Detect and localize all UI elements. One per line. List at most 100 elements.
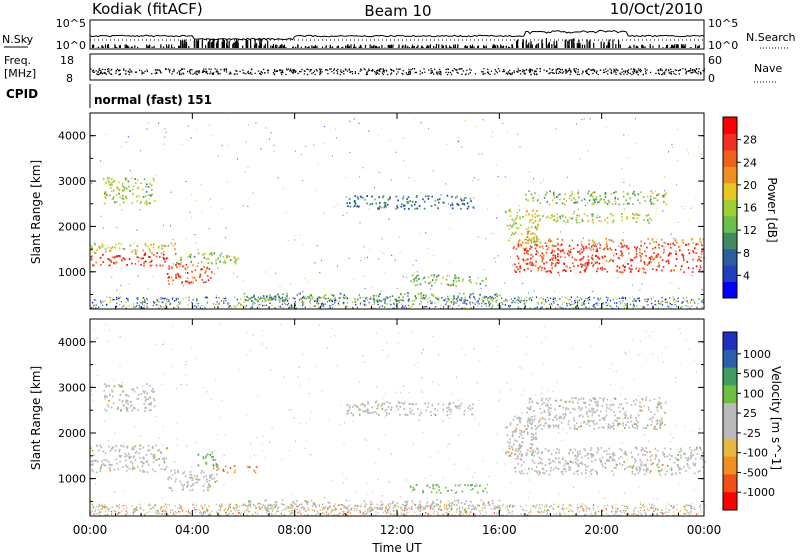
- echo-speck: [359, 511, 361, 514]
- echo-speck: [491, 302, 493, 304]
- echo-speck: [430, 302, 432, 305]
- echo-cell: [532, 232, 534, 235]
- noise-bar: [630, 46, 632, 48]
- echo-cell: [389, 197, 391, 200]
- echo-cell: [611, 221, 614, 224]
- echo-cell: [157, 246, 160, 249]
- echo-speck: [588, 508, 591, 510]
- echo-cell: [557, 271, 560, 274]
- echo-speck: [137, 509, 139, 511]
- echo-speck: [222, 297, 224, 299]
- echo-cell: [573, 198, 576, 201]
- echo-speck: [255, 507, 257, 509]
- echo-cell: [598, 242, 601, 244]
- echo-speck: [218, 296, 220, 299]
- echo-cell: [596, 261, 598, 264]
- echo-cell: [598, 220, 600, 222]
- echo-speck: [268, 510, 270, 513]
- freq-point: [245, 73, 247, 75]
- echo-speck: [506, 299, 508, 301]
- echo-cell: [132, 192, 134, 195]
- freq-point: [183, 73, 185, 75]
- echo-speck: [443, 276, 445, 278]
- echo-speck: [234, 305, 236, 308]
- echo-speck: [577, 506, 579, 509]
- echo-speck: [655, 208, 657, 210]
- echo-cell: [686, 260, 689, 263]
- echo-speck: [701, 300, 703, 303]
- freq-point: [633, 71, 636, 73]
- echo-cell: [244, 298, 247, 301]
- freq-point: [575, 71, 577, 74]
- echo-speck: [349, 120, 351, 123]
- echo-speck: [317, 304, 319, 306]
- echo-cell: [553, 196, 556, 199]
- echo-speck: [481, 153, 483, 155]
- freq-point: [173, 70, 175, 72]
- echo-speck: [435, 297, 437, 299]
- echo-speck: [646, 298, 648, 300]
- echo-speck: [524, 298, 526, 301]
- echo-speck: [271, 510, 273, 512]
- echo-cell: [534, 192, 536, 195]
- echo-cell: [110, 182, 112, 185]
- freq-point: [273, 69, 276, 71]
- echo-cell: [614, 196, 617, 199]
- echo-cell: [627, 247, 630, 250]
- echo-speck: [582, 301, 584, 304]
- echo-speck: [405, 277, 407, 279]
- echo-cell: [91, 247, 94, 249]
- echo-speck: [491, 232, 493, 234]
- echo-cell: [508, 228, 511, 230]
- echo-speck: [668, 305, 670, 308]
- echo-speck: [570, 298, 572, 301]
- echo-cell: [436, 298, 439, 300]
- echo-speck: [98, 511, 100, 514]
- echo-speck: [607, 303, 610, 305]
- echo-speck: [181, 507, 183, 510]
- freq-point: [456, 71, 458, 73]
- freq-point: [450, 73, 453, 76]
- echo-cell: [525, 259, 527, 261]
- echo-speck: [308, 281, 310, 283]
- echo-speck: [491, 135, 492, 137]
- freq-point: [307, 68, 309, 71]
- echo-cell: [492, 296, 494, 299]
- echo-cell: [532, 240, 535, 243]
- echo-cell: [105, 191, 107, 194]
- noise-bar: [377, 47, 379, 48]
- echo-cell: [377, 208, 379, 210]
- echo-cell: [576, 244, 579, 247]
- freq-point: [319, 72, 321, 74]
- echo-cell: [523, 238, 526, 241]
- echo-speck: [531, 242, 533, 244]
- echo-speck: [290, 306, 292, 308]
- echo-cell: [174, 253, 177, 255]
- echo-speck: [204, 307, 206, 310]
- freq-point: [316, 70, 318, 72]
- echo-speck: [126, 512, 128, 514]
- echo-speck: [578, 299, 580, 302]
- echo-speck: [508, 306, 511, 308]
- freq-point: [445, 71, 447, 73]
- echo-speck: [109, 301, 111, 303]
- echo-speck: [478, 504, 480, 507]
- noise-bar: [586, 39, 588, 48]
- freq-point: [440, 72, 442, 74]
- echo-speck: [335, 508, 337, 510]
- echo-cell: [309, 297, 311, 299]
- noise-bar: [471, 44, 474, 48]
- echo-speck: [465, 299, 467, 301]
- echo-speck: [453, 297, 455, 299]
- noise-bar: [264, 43, 266, 48]
- echo-speck: [229, 305, 231, 307]
- echo-speck: [242, 280, 244, 282]
- echo-speck: [544, 299, 547, 301]
- echo-speck: [492, 131, 494, 133]
- echo-speck: [387, 511, 389, 513]
- freq-point: [354, 71, 356, 73]
- echo-speck: [177, 304, 179, 306]
- echo-speck: [319, 271, 321, 274]
- echo-speck: [177, 301, 180, 303]
